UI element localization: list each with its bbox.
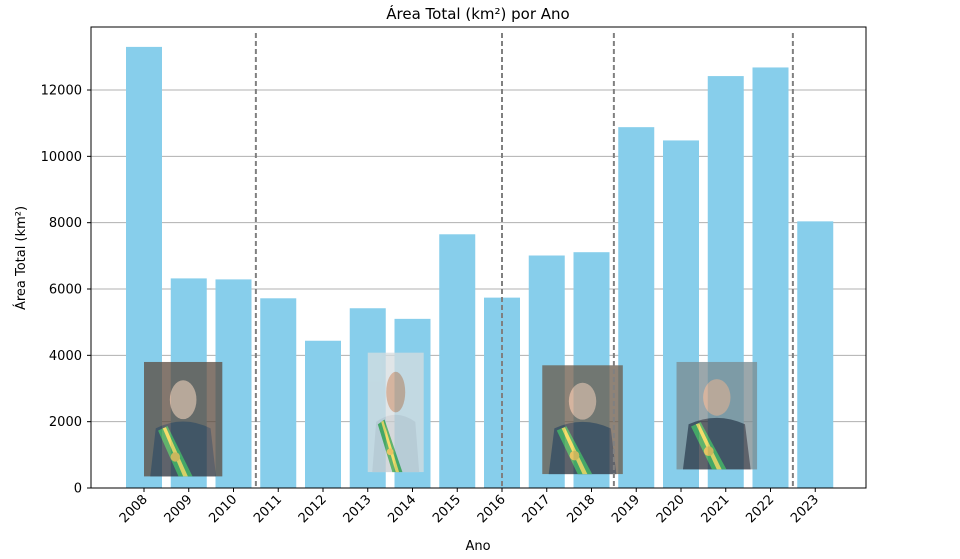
x-tick-label: 2018 (564, 492, 598, 526)
portrait-face (386, 371, 406, 413)
portraits (144, 352, 758, 477)
x-tick-label: 2016 (475, 492, 509, 526)
bar-2023 (797, 221, 834, 488)
bar-2011 (260, 298, 297, 488)
x-tick-label: 2020 (654, 492, 688, 526)
sash-stripe (162, 427, 188, 477)
sash-stripe (695, 423, 722, 470)
x-tick-label: 2014 (385, 492, 419, 526)
x-tick-label: 2011 (251, 492, 285, 526)
x-tick-label: 2019 (609, 492, 643, 526)
portrait-bolsonaro (676, 361, 758, 470)
x-tick-label: 2023 (788, 492, 822, 526)
sash-stripe (381, 420, 400, 473)
x-tick-label: 2010 (206, 492, 240, 526)
y-tick-label: 0 (74, 482, 82, 497)
term-divider-lines (254, 33, 794, 488)
y-tick-label: 8000 (49, 216, 82, 231)
x-tick-label: 2012 (296, 492, 330, 526)
x-tick-label: 2009 (162, 492, 196, 526)
y-tick-label: 6000 (49, 283, 82, 298)
portrait-lula (144, 361, 223, 477)
y-tick-label: 2000 (49, 415, 82, 430)
bar-2012 (305, 340, 341, 488)
x-tick-label: 2013 (341, 492, 375, 526)
portrait-temer (542, 365, 623, 475)
portrait-face (568, 382, 597, 420)
x-tick-label: 2015 (430, 492, 464, 526)
portrait-dilma (367, 352, 424, 473)
sash-stripe (561, 427, 588, 475)
chart-title: Área Total (km²) por Ano (386, 4, 569, 23)
sash-medal (569, 450, 580, 461)
x-axis: 2008 2009 2010 2011 2012 2013 2014 2015 2016 2017… (117, 488, 822, 526)
x-axis-title: Ano (465, 539, 490, 554)
portrait-face (169, 380, 197, 420)
sash-medal (386, 448, 394, 456)
x-tick-label: 2021 (699, 492, 733, 526)
y-axis: 0 2000 4000 6000 8000 10000 12000 (41, 84, 91, 497)
y-tick-label: 12000 (41, 84, 82, 99)
sash-medal (703, 446, 714, 456)
x-tick-label: 2022 (743, 492, 777, 526)
y-tick-label: 4000 (49, 349, 82, 364)
sash-medal (170, 452, 181, 462)
x-tick-label: 2008 (117, 492, 151, 526)
portrait-face (703, 379, 731, 416)
bar-2015 (439, 234, 476, 488)
y-tick-label: 10000 (41, 150, 82, 165)
y-axis-title: Área Total (km²) (13, 206, 29, 310)
x-tick-label: 2017 (520, 492, 554, 526)
bar-2022 (752, 67, 789, 489)
plot-frame (90, 26, 867, 489)
bar-2019 (618, 127, 655, 488)
